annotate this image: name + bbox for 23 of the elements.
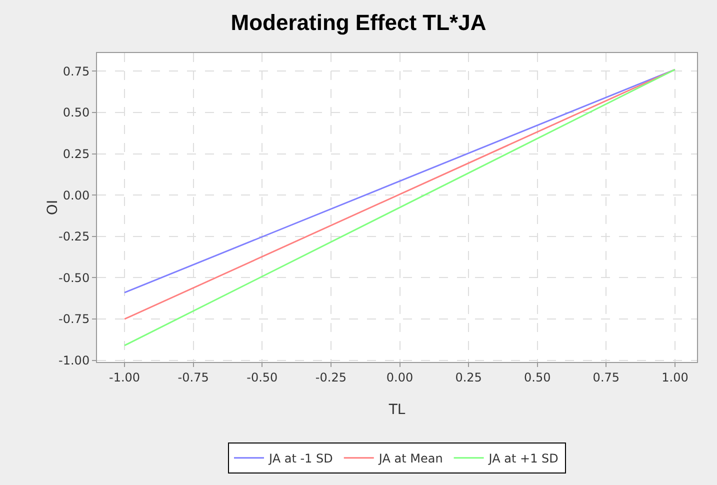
y-tick-label: 0.50 <box>62 106 90 120</box>
y-tick-label: -1.00 <box>58 354 90 368</box>
y-tick-label: 0.75 <box>62 64 90 78</box>
x-tick-label: 1.00 <box>662 370 688 384</box>
legend-label: JA at Mean <box>378 452 443 466</box>
x-tick-label: -0.25 <box>315 370 346 384</box>
x-tick-label: -0.75 <box>178 370 209 384</box>
y-tick-label: 0.00 <box>62 188 90 202</box>
y-tick-label: -0.50 <box>58 270 90 285</box>
x-tick-label: 0.25 <box>455 370 482 384</box>
y-tick-label: 0.25 <box>62 147 90 161</box>
y-tick-label: -0.75 <box>58 312 90 326</box>
x-axis-title: TL <box>388 402 406 418</box>
x-tick-label: -1.00 <box>108 370 140 384</box>
x-tick-label: -0.50 <box>246 370 278 384</box>
x-tick-label: 0.50 <box>524 370 551 384</box>
x-tick-label: 0.75 <box>592 370 620 384</box>
x-tick-label: 0.00 <box>386 370 414 384</box>
y-axis-title: OI <box>44 200 61 216</box>
legend-label: JA at -1 SD <box>268 452 333 466</box>
y-tick-label: -0.25 <box>58 230 90 244</box>
legend-label: JA at +1 SD <box>488 452 558 466</box>
chart-title: Moderating Effect TL*JA <box>230 10 486 35</box>
